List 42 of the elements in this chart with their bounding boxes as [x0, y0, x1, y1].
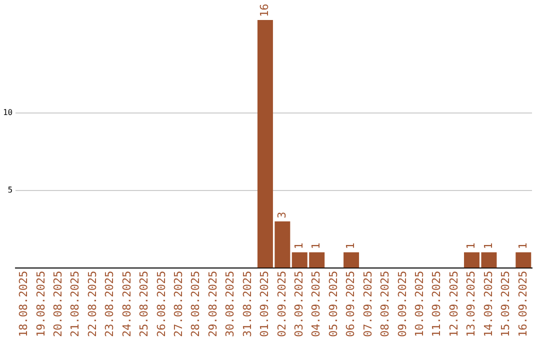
x-tick-label: 28.08.2025 — [189, 270, 202, 338]
x-tick-label: 02.09.2025 — [275, 270, 288, 338]
x-tick-label: 25.08.2025 — [138, 270, 151, 338]
x-tick-label: 23.08.2025 — [103, 270, 116, 338]
data-label: 1 — [292, 242, 306, 250]
bar — [344, 252, 360, 268]
x-tick-label: 30.08.2025 — [224, 270, 237, 338]
data-label: 3 — [275, 212, 288, 218]
x-tick-label: 19.08.2025 — [34, 270, 48, 338]
data-label: 1 — [344, 242, 358, 250]
x-tick-label: 22.08.2025 — [86, 270, 99, 338]
x-tick-label: 27.08.2025 — [172, 270, 186, 338]
x-tick-label: 14.09.2025 — [482, 270, 495, 338]
y-tick-label: 5 — [8, 185, 13, 194]
x-tick-label: 13.09.2025 — [464, 270, 478, 338]
x-tick-label: 26.08.2025 — [154, 270, 168, 338]
x-tick-label: 16.09.2025 — [516, 270, 530, 338]
x-tick-label: 15.09.2025 — [499, 270, 512, 338]
y-tick-label: 10 — [2, 108, 13, 117]
x-tick-label: 01.09.2025 — [258, 270, 272, 338]
bar — [516, 252, 532, 268]
x-tick-label: 20.08.2025 — [52, 270, 65, 338]
x-tick-label: 07.09.2025 — [361, 270, 374, 338]
data-label: 16 — [258, 4, 272, 17]
x-tick-label: 05.09.2025 — [326, 270, 340, 338]
x-tick-label: 09.09.2025 — [396, 270, 409, 338]
x-tick-label: 03.09.2025 — [292, 270, 306, 338]
x-tick-label: 04.09.2025 — [310, 270, 323, 338]
data-label: 1 — [310, 242, 323, 250]
x-tick-label: 31.08.2025 — [240, 270, 254, 338]
x-tick-label: 11.09.2025 — [430, 270, 444, 338]
x-tick-label: 12.09.2025 — [447, 270, 460, 338]
x-tick-label: 10.09.2025 — [412, 270, 426, 338]
x-tick-label: 08.09.2025 — [378, 270, 392, 338]
x-tick-label: 21.08.2025 — [68, 270, 82, 338]
data-label: 1 — [482, 242, 495, 250]
x-tick-label: 24.08.2025 — [120, 270, 134, 338]
data-label: 1 — [516, 242, 530, 250]
x-tick-label: 29.08.2025 — [206, 270, 220, 338]
x-tick-label: 18.08.2025 — [17, 270, 30, 338]
data-label: 1 — [464, 242, 478, 250]
x-tick-label: 06.09.2025 — [344, 270, 358, 338]
